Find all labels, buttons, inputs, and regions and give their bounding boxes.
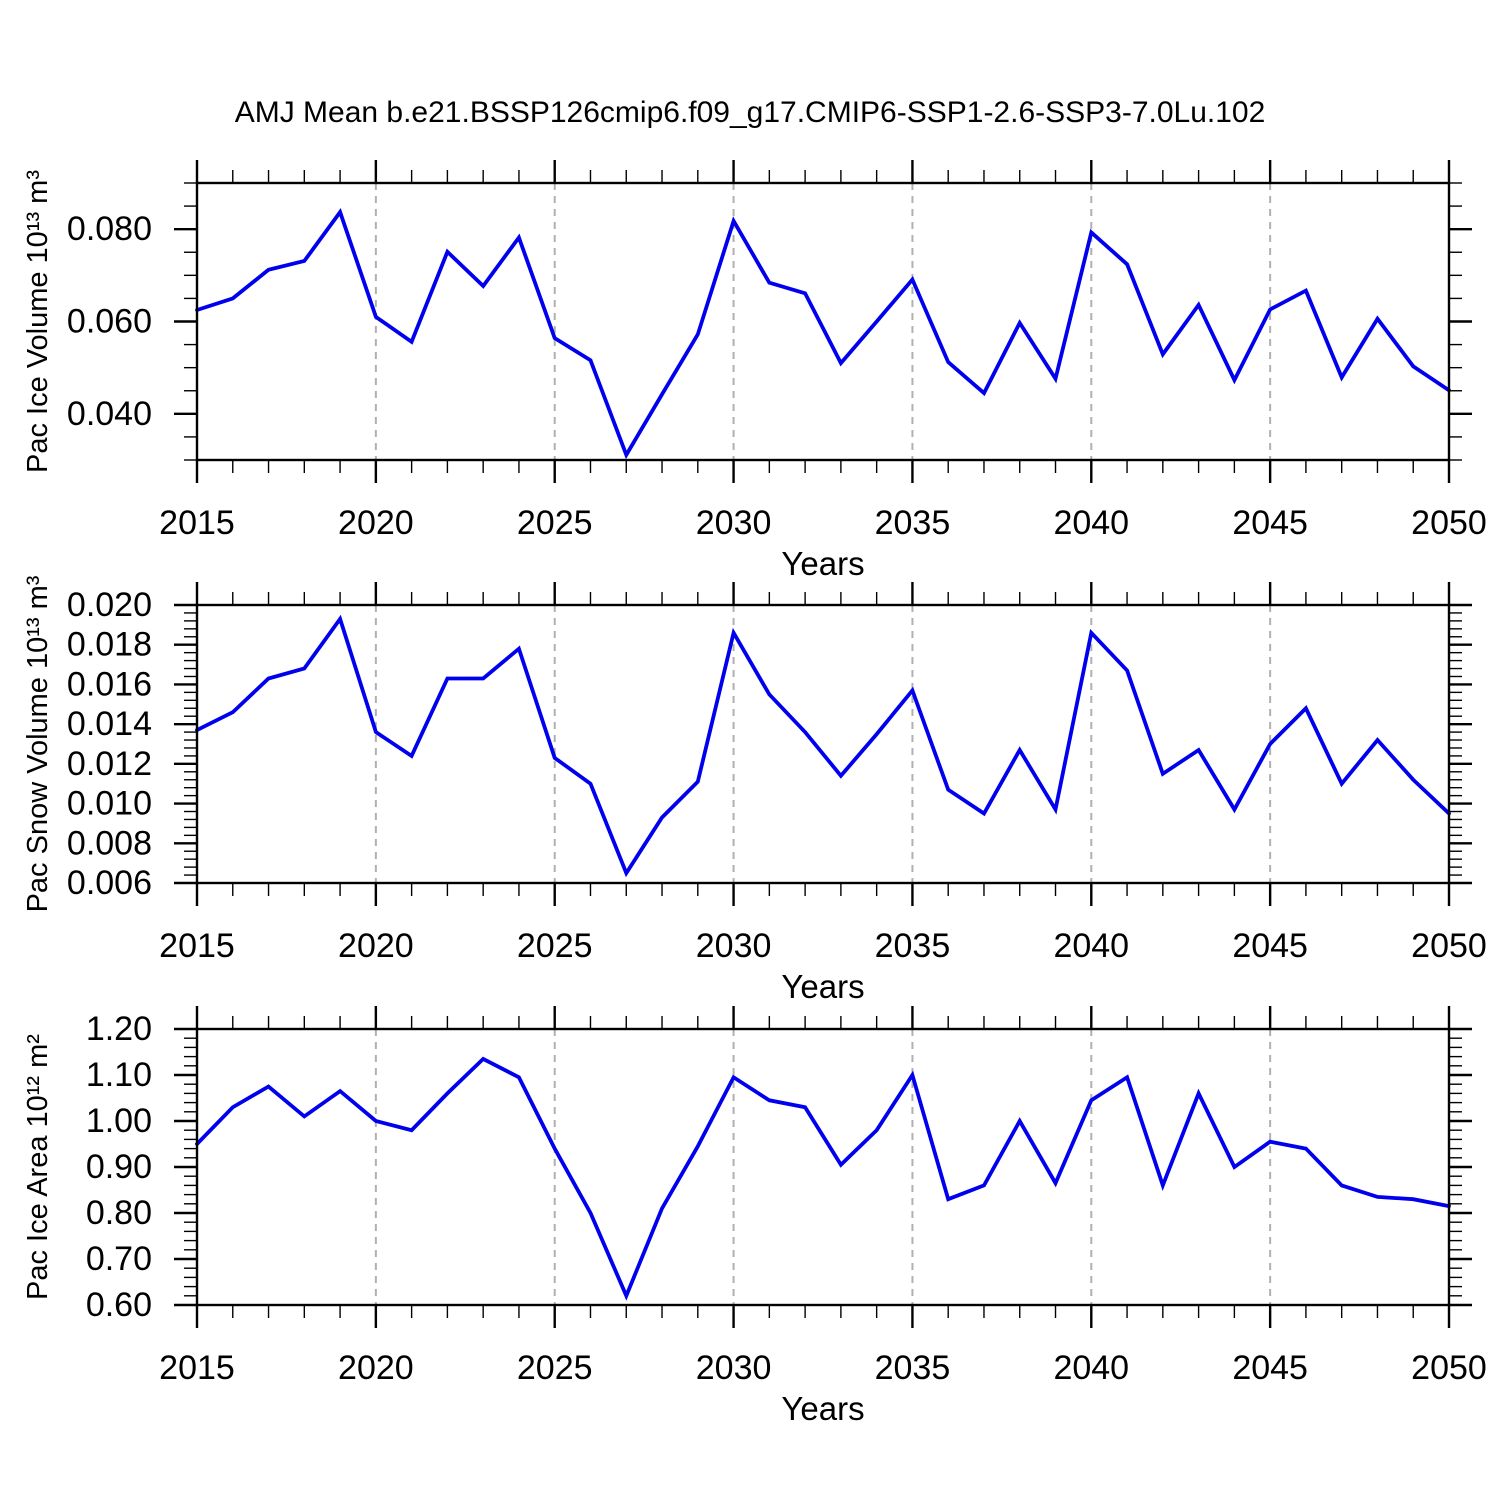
x-tick-label: 2030 xyxy=(696,504,772,542)
x-tick-label: 2050 xyxy=(1411,504,1487,542)
x-tick-label: 2045 xyxy=(1232,927,1308,965)
x-tick-label: 2015 xyxy=(159,1349,235,1387)
plot-border xyxy=(195,1027,1451,1307)
y-tick-label: 0.90 xyxy=(86,1148,152,1186)
x-tick-label: 2040 xyxy=(1053,927,1129,965)
x-tick-label: 2050 xyxy=(1411,1349,1487,1387)
x-tick-label: 2020 xyxy=(338,1349,414,1387)
x-tick-label: 2020 xyxy=(338,927,414,965)
y-tick-label: 0.020 xyxy=(67,586,152,624)
y-tick-label: 1.20 xyxy=(86,1010,152,1048)
plot-border xyxy=(195,603,1451,885)
x-tick-label: 2025 xyxy=(517,927,593,965)
x-tick-label: 2035 xyxy=(875,1349,951,1387)
y-tick-label: 0.010 xyxy=(67,785,152,823)
y-tick-label: 0.60 xyxy=(86,1286,152,1324)
y-tick-label: 0.006 xyxy=(67,864,152,902)
y-tick-label: 0.040 xyxy=(67,395,152,433)
data-series-line xyxy=(195,614,1451,878)
x-tick-label: 2045 xyxy=(1232,1349,1308,1387)
x-tick-label: 2025 xyxy=(517,504,593,542)
y-axis-title: Pac Ice Volume 10¹³ m³ xyxy=(22,170,54,473)
y-tick-label: 0.80 xyxy=(86,1194,152,1232)
x-tick-label: 2045 xyxy=(1232,504,1308,542)
chart-pac-snow-volume: 0.0060.0080.0100.0120.0140.0160.0180.020… xyxy=(22,575,1487,1005)
chart-pac-ice-volume: 0.040 0.060 0.080 2015 2020 2025 2030 2035 2040 2… xyxy=(22,160,1487,582)
y-axis-title: Pac Snow Volume 10¹³ m³ xyxy=(22,575,54,912)
y-tick-label: 0.018 xyxy=(67,626,152,664)
y-tick-label: 1.10 xyxy=(86,1056,152,1094)
y-tick-label: 0.060 xyxy=(67,303,152,341)
x-tick-label: 2035 xyxy=(875,504,951,542)
chart-pac-ice-area: 0.60 0.70 0.80 0.90 1.00 1.10 1.20 2015 2020 2025… xyxy=(22,1006,1487,1427)
x-tick-label: 2030 xyxy=(696,927,772,965)
x-tick-label: 2040 xyxy=(1053,504,1129,542)
data-series-line xyxy=(195,208,1451,460)
y-tick-label: 0.014 xyxy=(67,705,152,743)
x-tick-label: 2035 xyxy=(875,927,951,965)
x-axis-title: Years xyxy=(781,1390,864,1427)
y-tick-label: 0.016 xyxy=(67,665,152,703)
y-tick-label: 1.00 xyxy=(86,1102,152,1140)
x-tick-label: 2030 xyxy=(696,1349,772,1387)
x-tick-label: 2040 xyxy=(1053,1349,1129,1387)
x-tick-label: 2025 xyxy=(517,1349,593,1387)
y-tick-label: 0.012 xyxy=(67,745,152,783)
x-tick-label: 2050 xyxy=(1411,927,1487,965)
y-tick-label: 0.70 xyxy=(86,1240,152,1278)
y-axis-title: Pac Ice Area 10¹² m² xyxy=(22,1034,54,1300)
y-tick-label: 0.008 xyxy=(67,824,152,862)
figure-title: AMJ Mean b.e21.BSSP126cmip6.f09_g17.CMIP… xyxy=(234,96,1266,129)
x-tick-label: 2015 xyxy=(159,504,235,542)
x-tick-label: 2020 xyxy=(338,504,414,542)
y-tick-label: 0.080 xyxy=(67,210,152,248)
x-axis-title: Years xyxy=(781,968,864,1005)
x-tick-label: 2015 xyxy=(159,927,235,965)
x-axis-title: Years xyxy=(781,545,864,582)
data-series-line xyxy=(195,1056,1451,1301)
